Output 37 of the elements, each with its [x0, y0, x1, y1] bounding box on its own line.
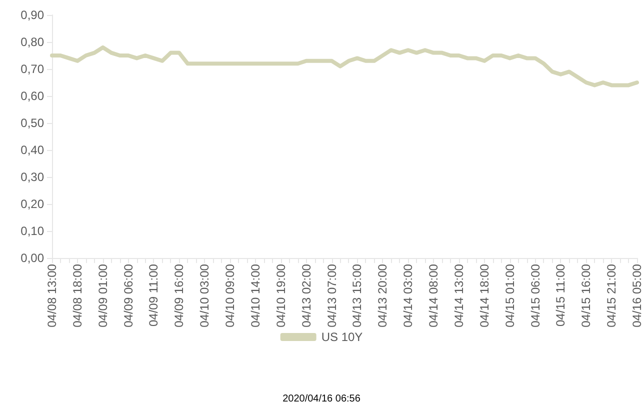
text: 2020/04/16 06:56: [282, 394, 361, 404]
x-tick-label: 04/13 02:00: [299, 264, 314, 328]
x-tick-label: 04/10 19:00: [274, 264, 288, 328]
x-tick-label: 04/14 08:00: [426, 264, 441, 328]
y-tick-label: 0,30: [20, 170, 44, 184]
x-tick-label: 04/14 03:00: [401, 264, 416, 328]
line-series: [50, 45, 639, 88]
x-tick-label: 04/08 13:00: [45, 264, 59, 328]
x-tick-label: 04/08 18:00: [70, 264, 84, 328]
x-tick-label: 04/10 03:00: [198, 264, 212, 328]
x-tick-label: 04/15 06:00: [528, 264, 542, 328]
y-tick-label: 0,60: [20, 89, 44, 103]
x-tick-label: 04/09 01:00: [96, 264, 110, 328]
x-tick-label: 04/10 14:00: [248, 264, 262, 328]
x-tick-label: 04/15 16:00: [579, 264, 594, 328]
x-tick-label: 04/09 11:00: [146, 264, 161, 327]
legend-label: US 10Y: [321, 330, 363, 344]
x-tick-label: 04/15 11:00: [554, 264, 568, 327]
y-tick-label: 0,90: [20, 8, 44, 22]
x-tick-label: 04/15 01:00: [502, 264, 517, 328]
x-tick-label: 04/09 06:00: [121, 264, 136, 328]
x-tick-label: 04/10 09:00: [223, 264, 238, 328]
x-tick-label: 04/13 15:00: [350, 264, 364, 328]
y-tick-label: 0,20: [20, 197, 44, 211]
x-tick-label: 04/13 20:00: [376, 264, 390, 328]
y-tick-label: 0,00: [20, 251, 44, 265]
y-tick-label: 0,40: [20, 143, 44, 157]
x-tick-label: 04/09 16:00: [172, 264, 186, 328]
x-tick-label: 04/14 13:00: [452, 264, 466, 328]
x-tick-label: 04/14 18:00: [477, 264, 492, 328]
y-tick-label: 0,70: [20, 62, 44, 76]
y-tick-label: 0,80: [20, 35, 44, 49]
x-tick-label: 04/15 21:00: [604, 264, 619, 328]
x-tick-label: 04/16 05:00: [630, 264, 643, 328]
y-tick-label: 0,50: [20, 116, 44, 130]
x-tick-label: 04/13 07:00: [324, 264, 339, 328]
y-tick-label: 0,10: [20, 224, 44, 238]
